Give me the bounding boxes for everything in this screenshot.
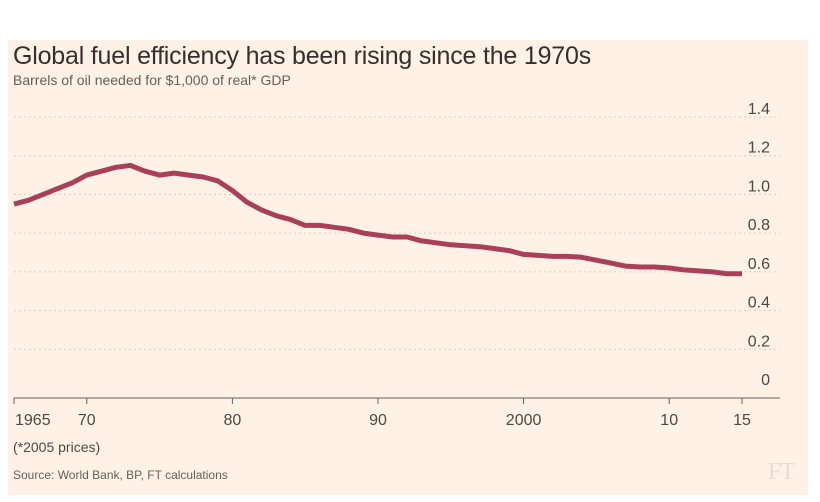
y-tick-label: 1.0 <box>748 178 770 195</box>
y-tick-label: 1.4 <box>748 101 770 118</box>
series-layer <box>13 162 742 277</box>
chart-title: Global fuel efficiency has been rising s… <box>13 42 591 70</box>
x-tick-label: 10 <box>660 412 678 429</box>
y-tick-label: 0.6 <box>748 256 770 273</box>
chart-subtitle: Barrels of oil needed for $1,000 of real… <box>13 72 291 88</box>
x-tick-label: 90 <box>369 412 387 429</box>
x-tick-label: 80 <box>224 412 242 429</box>
series-line <box>13 162 742 277</box>
x-axis <box>13 397 780 404</box>
source-note: Source: World Bank, BP, FT calculations <box>13 468 228 482</box>
y-tick-label: 0.8 <box>748 217 770 234</box>
y-axis-labels: 1.4 1.2 1.0 0.8 0.6 0.4 0.2 0 <box>748 101 770 389</box>
x-tick-label: 1965 <box>15 412 51 429</box>
y-tick-label: 0.4 <box>748 295 770 312</box>
y-tick-label: 1.2 <box>748 140 770 157</box>
x-tick-label: 2000 <box>506 412 542 429</box>
y-tick-label: 0 <box>761 372 770 389</box>
x-tick-label: 70 <box>78 412 96 429</box>
gridlines <box>14 116 780 350</box>
price-basis-note: (*2005 prices) <box>13 439 101 455</box>
ft-logo: FT <box>768 459 795 485</box>
x-tick-label: 15 <box>733 412 751 429</box>
y-tick-label: 0.2 <box>748 333 770 350</box>
x-axis-labels: 1965 70 80 90 2000 10 15 <box>15 412 751 429</box>
